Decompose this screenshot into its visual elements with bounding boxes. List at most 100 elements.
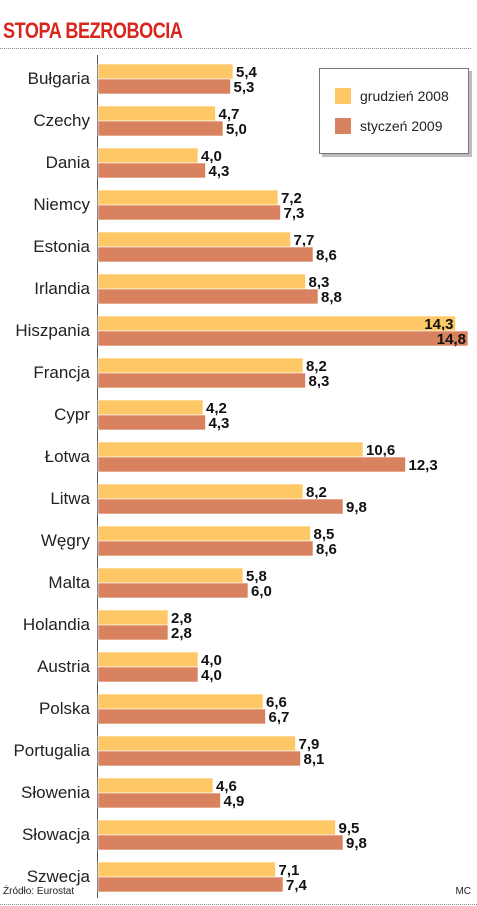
bar-series-2 bbox=[97, 288, 319, 305]
category-label: Słowenia bbox=[21, 783, 91, 802]
category-label: Szwecja bbox=[27, 867, 91, 886]
bar-series-2 bbox=[97, 876, 284, 893]
bar-series-2 bbox=[97, 582, 249, 599]
bar-series-1 bbox=[97, 105, 216, 122]
category-label: Hiszpania bbox=[15, 321, 90, 340]
chart-title: STOPA BEZROBOCIA bbox=[3, 18, 183, 43]
value-label-series-1: 4,7 bbox=[219, 106, 240, 123]
bar-series-1 bbox=[97, 861, 276, 878]
value-label-series-1: 8,5 bbox=[314, 526, 335, 543]
value-label-series-2: 8,8 bbox=[321, 289, 342, 306]
value-label-series-2: 4,0 bbox=[201, 667, 222, 684]
bar-series-2 bbox=[97, 372, 306, 389]
value-label-series-1: 8,2 bbox=[306, 484, 327, 501]
category-label: Węgry bbox=[41, 531, 91, 550]
value-label-series-1: 5,8 bbox=[246, 568, 267, 585]
bar-series-2 bbox=[97, 330, 469, 347]
category-label: Francja bbox=[33, 363, 90, 382]
value-label-series-2: 5,3 bbox=[234, 79, 255, 96]
value-label-series-2: 4,3 bbox=[209, 415, 230, 432]
bar-series-2 bbox=[97, 792, 221, 809]
legend-label-series-2: styczeń 2009 bbox=[360, 118, 443, 134]
legend-swatch-series-1 bbox=[335, 88, 351, 104]
value-label-series-2: 4,9 bbox=[224, 793, 245, 810]
value-label-series-1: 4,0 bbox=[201, 148, 222, 165]
value-label-series-2: 8,1 bbox=[304, 751, 325, 768]
bar-series-1 bbox=[97, 525, 311, 542]
bar-series-2 bbox=[97, 162, 206, 179]
value-label-series-1: 8,2 bbox=[306, 358, 327, 375]
title-divider bbox=[0, 48, 471, 49]
legend-swatch-series-2 bbox=[335, 118, 351, 134]
bar-series-1 bbox=[97, 231, 291, 248]
value-label-series-1: 10,6 bbox=[366, 442, 395, 459]
bar-series-1 bbox=[97, 651, 199, 668]
category-label: Austria bbox=[37, 657, 90, 676]
value-label-series-1: 7,2 bbox=[281, 190, 302, 207]
bar-series-1 bbox=[97, 315, 456, 332]
category-label: Bułgaria bbox=[28, 69, 91, 88]
bar-series-2 bbox=[97, 666, 199, 683]
bar-series-1 bbox=[97, 273, 306, 290]
bar-series-2 bbox=[97, 246, 314, 263]
bar-series-2 bbox=[97, 624, 169, 641]
source-note: Źródło: Eurostat bbox=[3, 886, 75, 897]
category-label: Irlandia bbox=[34, 279, 90, 298]
category-label: Malta bbox=[48, 573, 90, 592]
value-label-series-1: 7,1 bbox=[279, 862, 300, 879]
value-label-series-2: 6,7 bbox=[269, 709, 290, 726]
category-label: Polska bbox=[39, 699, 91, 718]
value-label-series-2: 9,8 bbox=[346, 835, 367, 852]
value-label-series-2: 5,0 bbox=[226, 121, 247, 138]
value-label-series-1: 9,5 bbox=[339, 820, 360, 837]
bar-series-1 bbox=[97, 63, 234, 80]
value-label-series-1: 7,9 bbox=[299, 736, 320, 753]
bar-series-1 bbox=[97, 609, 169, 626]
value-label-series-1: 7,7 bbox=[294, 232, 315, 249]
credit-note: MC bbox=[455, 886, 471, 897]
bar-series-1 bbox=[97, 147, 199, 164]
bar-series-1 bbox=[97, 189, 279, 206]
bar-series-1 bbox=[97, 357, 304, 374]
category-label: Niemcy bbox=[33, 195, 90, 214]
value-label-series-1: 4,2 bbox=[206, 400, 227, 417]
category-label: Dania bbox=[46, 153, 91, 172]
bar-series-1 bbox=[97, 441, 364, 458]
value-label-series-2: 8,6 bbox=[316, 247, 337, 264]
bar-series-1 bbox=[97, 735, 296, 752]
value-label-series-1: 5,4 bbox=[236, 64, 258, 81]
bottom-divider bbox=[0, 904, 477, 905]
value-label-series-2: 12,3 bbox=[409, 457, 438, 474]
legend-item-series-1: grudzień 2008 bbox=[335, 87, 449, 105]
category-label: Litwa bbox=[50, 489, 90, 508]
bar-series-2 bbox=[97, 456, 406, 473]
value-label-series-2: 6,0 bbox=[251, 583, 272, 600]
bar-series-1 bbox=[97, 777, 214, 794]
value-label-series-2: 14,8 bbox=[437, 331, 466, 348]
category-label: Estonia bbox=[33, 237, 90, 256]
legend: grudzień 2008 styczeń 2009 bbox=[319, 68, 469, 154]
value-label-series-2: 4,3 bbox=[209, 163, 230, 180]
legend-item-series-2: styczeń 2009 bbox=[335, 117, 443, 135]
value-label-series-1: 6,6 bbox=[266, 694, 287, 711]
bar-series-2 bbox=[97, 414, 206, 431]
value-label-series-1: 4,6 bbox=[216, 778, 237, 795]
bar-series-2 bbox=[97, 498, 344, 515]
bar-series-2 bbox=[97, 750, 301, 767]
value-label-series-2: 8,6 bbox=[316, 541, 337, 558]
bar-series-2 bbox=[97, 708, 266, 725]
category-label: Słowacja bbox=[22, 825, 91, 844]
bar-series-1 bbox=[97, 693, 264, 710]
value-label-series-2: 9,8 bbox=[346, 499, 367, 516]
value-label-series-2: 7,3 bbox=[284, 205, 305, 222]
category-label: Cypr bbox=[54, 405, 90, 424]
value-label-series-1: 4,0 bbox=[201, 652, 222, 669]
bar-series-2 bbox=[97, 204, 281, 221]
legend-label-series-1: grudzień 2008 bbox=[360, 88, 449, 104]
category-label: Czechy bbox=[33, 111, 90, 130]
value-label-series-2: 8,3 bbox=[309, 373, 330, 390]
value-label-series-1: 14,3 bbox=[424, 316, 453, 333]
value-label-series-1: 2,8 bbox=[171, 610, 192, 627]
